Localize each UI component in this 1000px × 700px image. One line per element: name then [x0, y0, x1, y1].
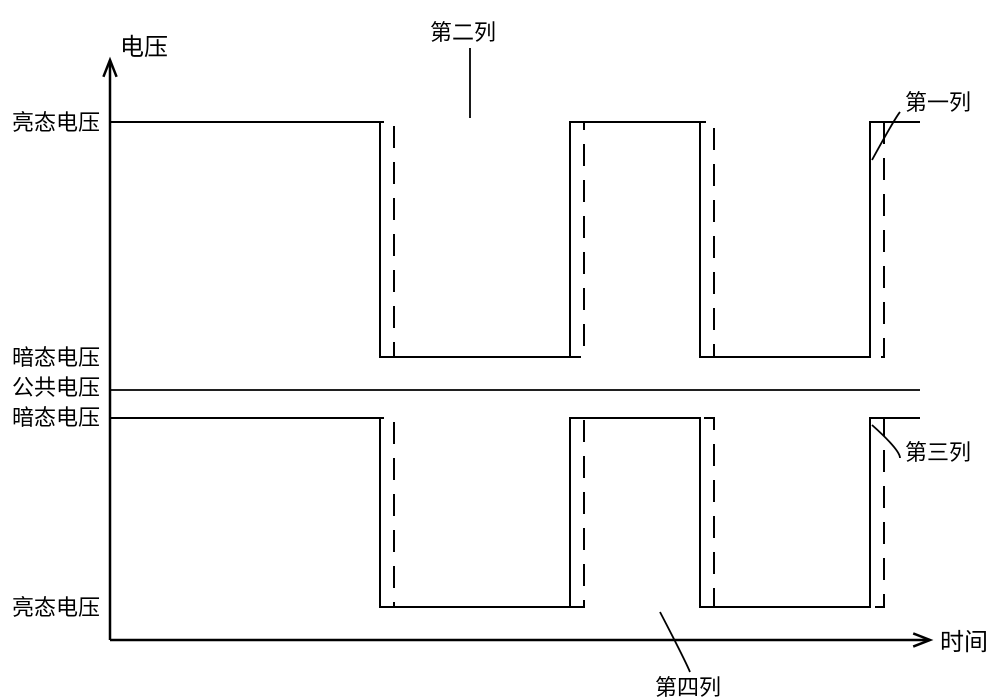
callout-col2-label: 第二列 [430, 20, 496, 45]
waveform-col3 [110, 418, 920, 607]
callout-col3-label: 第三列 [905, 440, 971, 465]
y-tick-label: 公共电压 [12, 375, 100, 400]
y-axis-label: 电压 [120, 34, 168, 61]
y-tick-label: 亮态电压 [12, 595, 100, 620]
x-axis-label: 时间 [940, 629, 988, 656]
y-tick-label: 暗态电压 [12, 345, 100, 370]
y-tick-label: 暗态电压 [12, 405, 100, 430]
waveform-col1 [110, 122, 920, 357]
waveform-col4 [110, 418, 920, 607]
callout-col4-label: 第四列 [655, 675, 721, 700]
waveform-col2 [110, 122, 920, 357]
callout-col1-leader [872, 112, 900, 160]
voltage-timing-diagram: 电压时间亮态电压暗态电压公共电压暗态电压亮态电压第一列第二列第三列第四列 [0, 0, 1000, 700]
y-tick-label: 亮态电压 [12, 110, 100, 135]
callout-col3-leader [872, 425, 900, 458]
callout-col4-leader [660, 612, 690, 672]
callout-col1-label: 第一列 [905, 90, 971, 115]
